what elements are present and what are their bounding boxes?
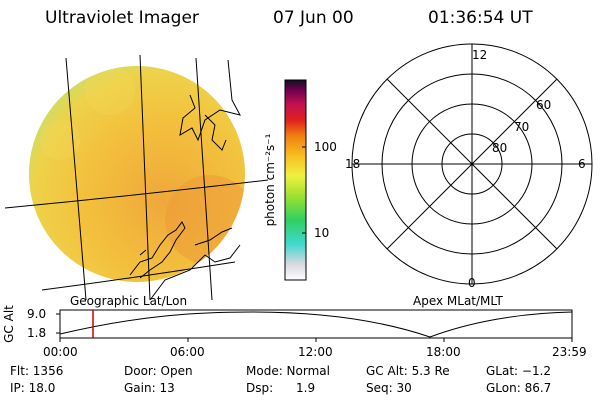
apex-grid-label: Apex MLat/MLT — [413, 294, 503, 308]
geographic-latitude: GLat: −1.2 — [486, 364, 552, 378]
gain-value: Gain: 13 — [124, 381, 175, 395]
orbit-ytick-1-8: 1.8 — [27, 326, 47, 340]
flight-number: Flt: 1356 — [10, 364, 64, 378]
orbit-ytick-9: 9.0 — [27, 307, 47, 321]
mlt-label-0: 0 — [468, 276, 476, 290]
orbit-xtick-0600: 06:00 — [170, 345, 205, 359]
geographic-grid-label: Geographic Lat/Lon — [70, 294, 188, 308]
colorbar — [284, 79, 307, 281]
orbit-ylabel: GC Alt — [2, 305, 16, 343]
mlt-label-12: 12 — [472, 48, 488, 62]
colorbar-unit-label: photon cm⁻²s⁻¹ — [263, 133, 277, 227]
date-label: 07 Jun 00 — [273, 8, 354, 28]
time-label: 01:36:54 UT — [428, 8, 533, 28]
mlat-label-60: 60 — [536, 98, 552, 112]
mlat-label-80: 80 — [492, 141, 508, 155]
orbit-plot — [56, 309, 573, 342]
polar-plot — [351, 43, 593, 285]
orbit-xtick-1800: 18:00 — [426, 345, 461, 359]
mode-status: Mode: Normal — [246, 364, 330, 378]
colorbar-tick-10: 10 — [314, 226, 330, 240]
geographic-longitude: GLon: 86.7 — [486, 381, 552, 395]
altitude-curve — [59, 311, 573, 338]
uv-image-disk — [29, 66, 245, 282]
dsp-value: Dsp: 1.9 — [246, 381, 316, 395]
sequence-number: Seq: 30 — [366, 381, 412, 395]
mlat-label-70: 70 — [514, 120, 530, 134]
orbit-xtick-1200: 12:00 — [298, 345, 333, 359]
door-status: Door: Open — [124, 364, 193, 378]
orbit-xtick-2359: 23:59 — [552, 345, 587, 359]
mlt-label-18: 18 — [345, 157, 361, 171]
geographic-grid — [5, 54, 268, 300]
colorbar-tick-100: 100 — [314, 140, 337, 154]
mlt-label-6: 6 — [578, 157, 586, 171]
gc-altitude: GC Alt: 5.3 Re — [366, 364, 450, 378]
ip-value: IP: 18.0 — [10, 381, 56, 395]
orbit-xtick-0000: 00:00 — [43, 345, 78, 359]
instrument-title: Ultraviolet Imager — [45, 8, 199, 28]
